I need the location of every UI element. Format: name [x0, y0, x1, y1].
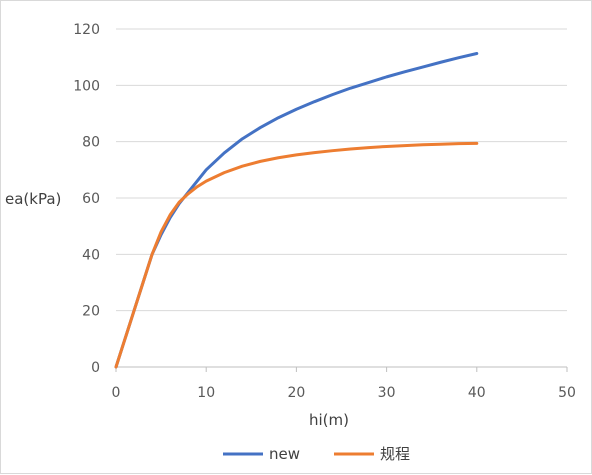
y-tick-label: 80	[82, 135, 100, 151]
y-tick-label: 60	[82, 191, 100, 207]
x-tick-label: 40	[468, 385, 486, 401]
x-tick-label: 50	[558, 385, 576, 401]
x-tick-label: 30	[378, 385, 396, 401]
x-tick-label: 20	[287, 385, 305, 401]
x-tick-label: 10	[197, 385, 215, 401]
legend-label-1: new	[269, 445, 300, 463]
series-lines	[114, 52, 479, 369]
x-tick-label: 0	[112, 385, 121, 401]
y-tick-label: 120	[73, 22, 100, 38]
legend-label-2: 规程	[380, 445, 410, 463]
y-tick-label: 100	[73, 78, 100, 94]
y-tick-label: 40	[82, 247, 100, 263]
x-tick-labels: 0 10 20 30 40 50	[112, 385, 576, 401]
legend: new 规程	[223, 445, 410, 463]
y-tick-labels: 0 20 40 60 80 100 120	[73, 22, 100, 376]
series-line-1	[114, 52, 479, 369]
y-tick-label: 20	[82, 304, 100, 320]
x-axis-title: hi(m)	[309, 411, 349, 429]
y-axis-title: ea(kPa)	[5, 190, 61, 208]
gridlines	[116, 28, 567, 312]
axes	[115, 366, 568, 372]
series-line-2	[114, 141, 479, 369]
y-tick-label: 0	[91, 360, 100, 376]
